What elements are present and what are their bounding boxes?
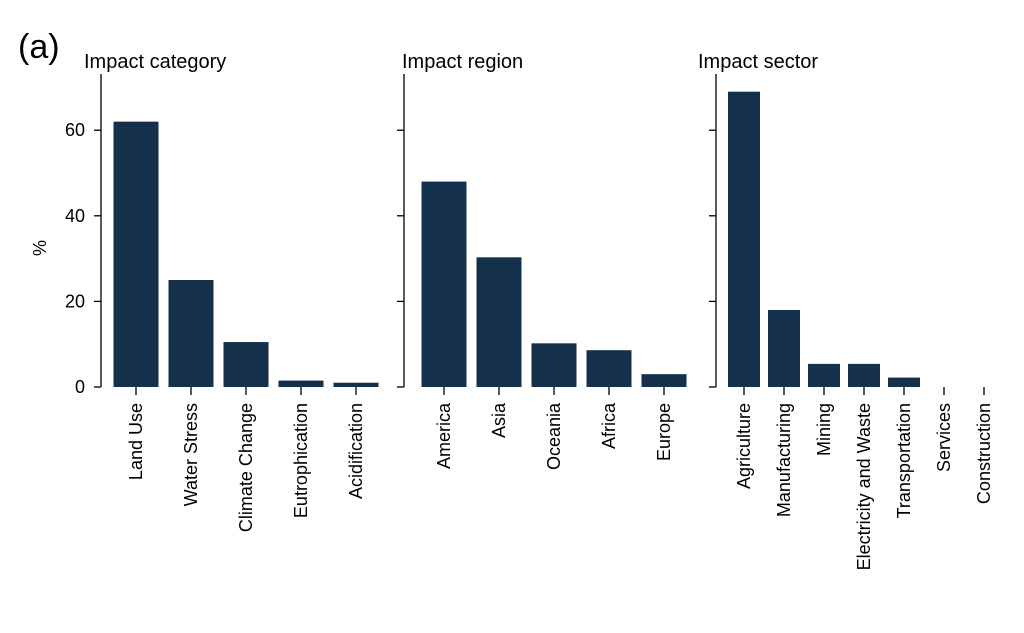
- y-tick-label: 20: [65, 291, 85, 311]
- bar-america: [421, 181, 467, 387]
- panel-title: Impact category: [84, 51, 226, 73]
- x-tick-label: America: [434, 402, 454, 469]
- bar-agriculture: [728, 91, 760, 388]
- x-tick-label: Africa: [599, 402, 619, 449]
- x-tick-label: Europe: [654, 403, 674, 461]
- y-tick-label: 40: [65, 206, 85, 226]
- y-tick-label: 60: [65, 120, 85, 140]
- bar-water-stress: [168, 280, 214, 387]
- x-tick-label: Water Stress: [181, 403, 201, 506]
- x-tick-label: Agriculture: [734, 403, 754, 489]
- y-axis-label: %: [30, 240, 50, 256]
- bar-electricity-and-waste: [848, 363, 880, 387]
- bar-asia: [476, 257, 522, 387]
- bar-oceania: [531, 343, 577, 387]
- bar-land-use: [113, 121, 159, 387]
- panel-label: (a): [18, 28, 60, 66]
- bar-acidification: [333, 382, 379, 387]
- chart-panel-2: Impact region America Asia Oceania Africa Eur…: [397, 51, 687, 470]
- chart-panel-3: Impact sector Agriculture Manufacturing Min…: [698, 51, 994, 570]
- y-tick-label: 0: [75, 377, 85, 397]
- x-tick-label: Construction: [974, 403, 994, 504]
- bar-europe: [641, 374, 687, 387]
- panel-title: Impact sector: [698, 51, 818, 73]
- x-tick-label: Mining: [814, 403, 834, 456]
- x-tick-label: Climate Change: [236, 403, 256, 532]
- x-tick-label: Electricity and Waste: [854, 403, 874, 570]
- bar-mining: [808, 363, 840, 387]
- x-tick-label: Oceania: [544, 402, 564, 470]
- x-tick-label: Services: [934, 403, 954, 472]
- x-tick-label: Acidification: [346, 403, 366, 499]
- bar-transportation: [888, 377, 920, 387]
- bar-africa: [586, 350, 632, 387]
- x-tick-label: Eutrophication: [291, 403, 311, 518]
- bar-eutrophication: [278, 380, 324, 387]
- bar-manufacturing: [768, 309, 800, 387]
- panels: Impact category 0 20 40 60 Land Use Water Stre…: [65, 51, 994, 570]
- panel-title: Impact region: [402, 51, 523, 73]
- x-tick-label: Manufacturing: [774, 403, 794, 517]
- x-tick-label: Transportation: [894, 403, 914, 518]
- bar-climate-change: [223, 342, 269, 387]
- chart-panel-1: Impact category 0 20 40 60 Land Use Water Stre…: [65, 51, 379, 532]
- x-tick-label: Asia: [489, 402, 509, 438]
- x-tick-label: Land Use: [126, 403, 146, 480]
